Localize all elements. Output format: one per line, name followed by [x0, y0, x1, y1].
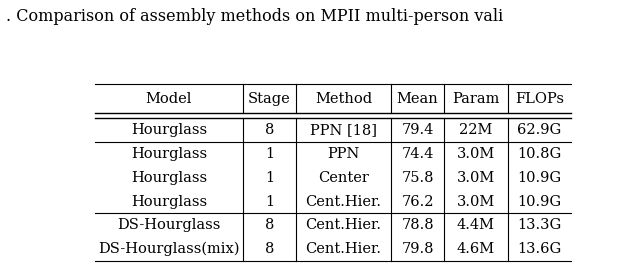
- Text: Method: Method: [315, 92, 372, 106]
- Text: DS-Hourglass(mix): DS-Hourglass(mix): [98, 242, 240, 257]
- Text: Hourglass: Hourglass: [131, 123, 207, 137]
- Text: 74.4: 74.4: [401, 147, 434, 161]
- Text: 3.0M: 3.0M: [457, 147, 495, 161]
- Text: DS-Hourglass: DS-Hourglass: [117, 218, 221, 232]
- Text: Mean: Mean: [397, 92, 438, 106]
- Text: 8: 8: [265, 242, 274, 256]
- Text: 10.9G: 10.9G: [517, 194, 561, 209]
- Text: 1: 1: [265, 171, 274, 185]
- Text: 3.0M: 3.0M: [457, 194, 495, 209]
- Text: Cent.Hier.: Cent.Hier.: [305, 218, 381, 232]
- Text: 3.0M: 3.0M: [457, 171, 495, 185]
- Text: 22M: 22M: [459, 123, 493, 137]
- Text: PPN [18]: PPN [18]: [310, 123, 377, 137]
- Text: 10.8G: 10.8G: [517, 147, 561, 161]
- Text: 78.8: 78.8: [401, 218, 434, 232]
- Text: 76.2: 76.2: [401, 194, 434, 209]
- Text: PPN: PPN: [327, 147, 360, 161]
- Text: Stage: Stage: [248, 92, 291, 106]
- Text: 8: 8: [265, 123, 274, 137]
- Text: 8: 8: [265, 218, 274, 232]
- Text: Model: Model: [146, 92, 192, 106]
- Text: 79.4: 79.4: [401, 123, 434, 137]
- Text: 75.8: 75.8: [401, 171, 434, 185]
- Text: Cent.Hier.: Cent.Hier.: [305, 242, 381, 256]
- Text: 79.8: 79.8: [401, 242, 434, 256]
- Text: Center: Center: [318, 171, 369, 185]
- Text: 13.3G: 13.3G: [517, 218, 561, 232]
- Text: . Comparison of assembly methods on MPII multi-person vali: . Comparison of assembly methods on MPII…: [6, 8, 504, 25]
- Text: Hourglass: Hourglass: [131, 194, 207, 209]
- Text: FLOPs: FLOPs: [515, 92, 564, 106]
- Text: 1: 1: [265, 147, 274, 161]
- Text: 62.9G: 62.9G: [517, 123, 561, 137]
- Text: 1: 1: [265, 194, 274, 209]
- Text: Hourglass: Hourglass: [131, 147, 207, 161]
- Text: 13.6G: 13.6G: [517, 242, 561, 256]
- Text: Param: Param: [452, 92, 499, 106]
- Text: 4.6M: 4.6M: [457, 242, 495, 256]
- Text: Hourglass: Hourglass: [131, 171, 207, 185]
- Text: 4.4M: 4.4M: [457, 218, 495, 232]
- Text: Cent.Hier.: Cent.Hier.: [305, 194, 381, 209]
- Text: 10.9G: 10.9G: [517, 171, 561, 185]
